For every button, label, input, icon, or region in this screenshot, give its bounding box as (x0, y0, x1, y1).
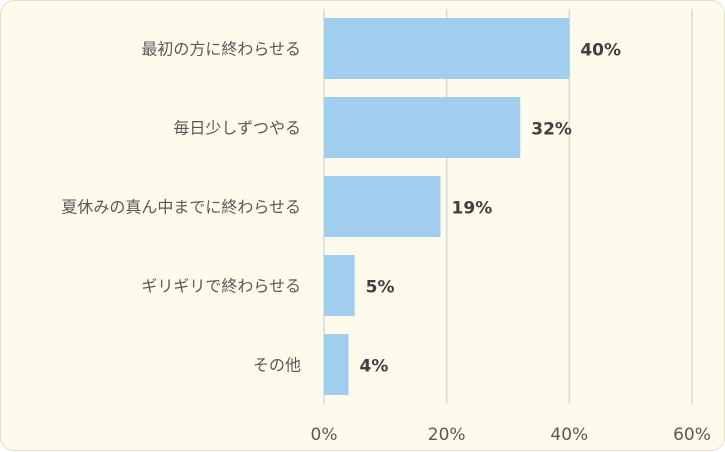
bar (324, 334, 349, 395)
value-labels: 40% 32% 19% 5% 4% (360, 41, 622, 377)
data-label: 40% (580, 41, 621, 61)
bars (324, 18, 570, 395)
bar (324, 255, 355, 316)
data-label: 4% (360, 357, 389, 377)
bar (324, 18, 570, 79)
x-tick-label: 60% (673, 425, 711, 445)
x-tick-label: 20% (428, 425, 466, 445)
category-labels: 最初の方に終わらせる毎日少しずつやる夏休みの真ん中までに終わらせるギリギリで終わ… (61, 40, 301, 375)
category-label: 毎日少しずつやる (173, 119, 301, 138)
data-label: 19% (452, 199, 493, 219)
bar (324, 97, 521, 158)
data-label: 32% (531, 120, 572, 140)
category-label: ギリギリで終わらせる (141, 277, 301, 296)
x-tick-label: 40% (550, 425, 588, 445)
category-label: 最初の方に終わらせる (141, 40, 301, 59)
data-label: 5% (366, 278, 395, 298)
x-tick-label: 0% (311, 425, 338, 445)
bar (324, 176, 441, 237)
category-label: 夏休みの真ん中までに終わらせる (61, 198, 301, 217)
x-axis-tick-labels: 0% 20% 40% 60% (311, 425, 711, 445)
category-label: その他 (253, 356, 301, 375)
